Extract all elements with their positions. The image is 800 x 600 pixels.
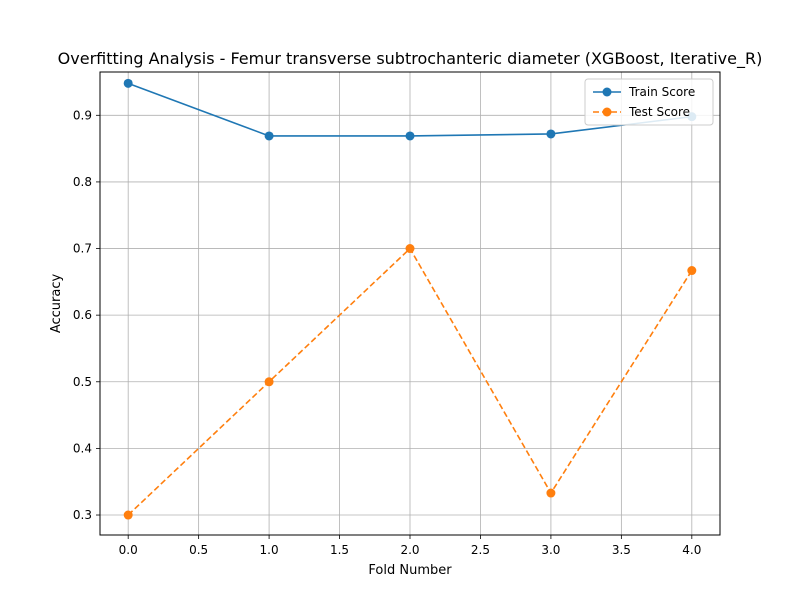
train-score-point <box>405 131 415 141</box>
x-tick-label: 3.0 <box>541 543 560 557</box>
legend-box <box>584 78 714 126</box>
legend-test-score-marker <box>602 107 612 117</box>
y-tick-label: 0.6 <box>73 308 92 322</box>
train-score-point <box>123 78 133 88</box>
x-tick-label: 3.5 <box>612 543 631 557</box>
x-tick-label: 2.5 <box>471 543 490 557</box>
x-tick-label: 0.0 <box>119 543 138 557</box>
y-axis-label: Accuracy <box>49 274 64 334</box>
legend: Train Score Test Score <box>584 78 714 126</box>
test-score-point <box>264 377 274 387</box>
series-layer <box>123 78 697 520</box>
train-score-point <box>264 131 274 141</box>
test-score-point <box>405 244 415 254</box>
chart-title: Overfitting Analysis - Femur transverse … <box>58 49 763 69</box>
y-tick-label: 0.3 <box>73 508 92 522</box>
x-tick-label: 0.5 <box>189 543 208 557</box>
y-tick-label: 0.4 <box>73 441 92 455</box>
y-tick-label: 0.9 <box>73 108 92 122</box>
legend-test-score-label: Test Score <box>628 105 690 119</box>
axis-ticks: 0.0 0.5 1.0 1.5 2.0 2.5 3.0 3.5 4.0 0.3 0.4 0.5 0.6 0… <box>73 108 701 557</box>
x-axis-label: Fold Number <box>368 563 452 578</box>
y-tick-label: 0.7 <box>73 242 92 256</box>
test-score-point <box>123 510 133 520</box>
x-tick-label: 2.0 <box>400 543 419 557</box>
test-score-point <box>687 266 697 276</box>
grid <box>100 72 720 535</box>
plot-frame <box>99 71 721 536</box>
x-tick-label: 4.0 <box>682 543 701 557</box>
x-tick-label: 1.5 <box>330 543 349 557</box>
y-tick-label: 0.5 <box>73 375 92 389</box>
train-score-point <box>546 129 556 139</box>
y-tick-label: 0.8 <box>73 175 92 189</box>
x-tick-label: 1.0 <box>260 543 279 557</box>
legend-train-score-marker <box>602 87 612 97</box>
legend-train-score-label: Train Score <box>628 85 695 99</box>
test-score-point <box>546 488 556 498</box>
